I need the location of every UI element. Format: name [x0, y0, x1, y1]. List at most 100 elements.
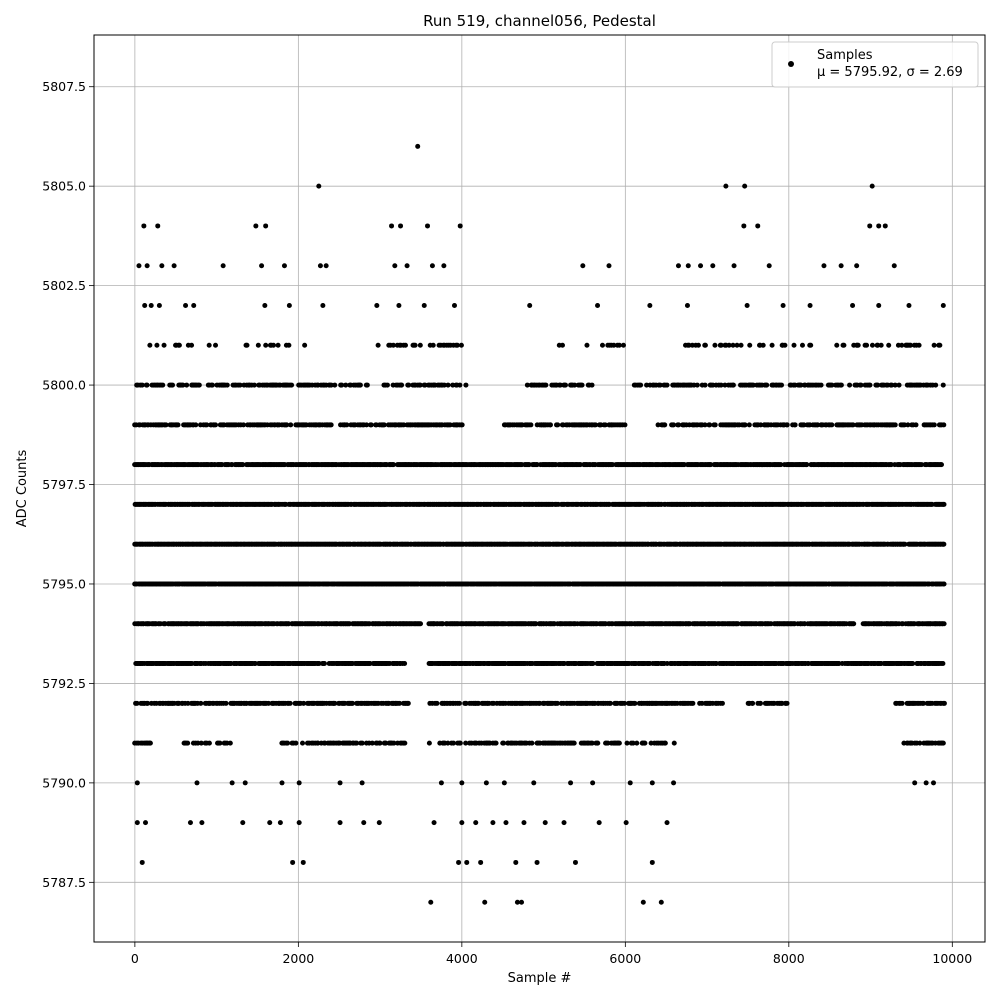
data-point [760, 342, 766, 348]
data-point [671, 422, 677, 428]
data-point [702, 422, 708, 428]
data-point [730, 342, 736, 348]
data-point [886, 342, 892, 348]
data-point [829, 422, 835, 428]
data-point [193, 422, 199, 428]
data-point [206, 342, 212, 348]
data-point [791, 342, 797, 348]
data-points [132, 143, 947, 905]
data-point [458, 342, 464, 348]
data-point [459, 422, 465, 428]
data-point [339, 382, 345, 388]
data-point [175, 422, 181, 428]
data-point [734, 342, 740, 348]
data-point [154, 342, 160, 348]
data-point [402, 661, 408, 667]
data-point [213, 422, 219, 428]
data-point [375, 342, 381, 348]
data-point [288, 422, 294, 428]
data-point [702, 342, 708, 348]
data-point [589, 382, 595, 388]
data-point [834, 342, 840, 348]
data-point [779, 382, 785, 388]
data-point [364, 382, 370, 388]
data-point [445, 382, 451, 388]
data-point [364, 422, 370, 428]
chart-title: Run 519, channel056, Pedestal [423, 12, 656, 30]
data-point [855, 342, 861, 348]
data-point [611, 342, 617, 348]
data-point [738, 342, 744, 348]
data-point [747, 342, 753, 348]
data-point [905, 422, 911, 428]
data-point [657, 382, 663, 388]
data-point [543, 382, 549, 388]
data-point [328, 382, 334, 388]
data-point [240, 462, 246, 468]
data-point [441, 382, 447, 388]
data-point [284, 422, 290, 428]
data-point [902, 541, 908, 547]
data-point [328, 422, 334, 428]
data-point [275, 342, 281, 348]
data-point [867, 382, 873, 388]
data-point [381, 422, 387, 428]
data-point [599, 342, 605, 348]
data-point [722, 382, 728, 388]
data-point [778, 462, 784, 468]
data-point [196, 382, 202, 388]
data-point [579, 382, 585, 388]
data-point [804, 462, 810, 468]
data-point [730, 382, 736, 388]
data-point [908, 342, 914, 348]
data-point [664, 382, 670, 388]
data-point [875, 382, 881, 388]
data-point [224, 382, 230, 388]
data-point [524, 382, 530, 388]
data-point [144, 382, 150, 388]
data-point [792, 422, 798, 428]
data-point [864, 342, 870, 348]
data-point [213, 342, 219, 348]
data-point [850, 422, 856, 428]
data-point [139, 382, 145, 388]
data-point [718, 382, 724, 388]
data-point [343, 382, 349, 388]
data-point [638, 382, 644, 388]
data-point [209, 382, 215, 388]
data-point [321, 661, 327, 667]
data-point [892, 382, 898, 388]
data-point [841, 342, 847, 348]
data-point [547, 422, 553, 428]
data-point [764, 382, 770, 388]
data-point [798, 382, 804, 388]
data-point [941, 621, 947, 627]
data-point [746, 422, 752, 428]
data-point [742, 422, 748, 428]
data-point [769, 342, 775, 348]
data-point [463, 382, 469, 388]
data-point [622, 422, 628, 428]
data-point [931, 422, 937, 428]
data-point [237, 382, 243, 388]
data-point [189, 342, 195, 348]
data-point [163, 422, 169, 428]
data-point [616, 342, 622, 348]
data-point [244, 342, 250, 348]
data-point [620, 342, 626, 348]
data-point [255, 342, 261, 348]
data-point [784, 422, 790, 428]
data-point [161, 342, 167, 348]
data-point [412, 342, 418, 348]
data-point [707, 422, 713, 428]
data-point [712, 342, 718, 348]
data-point [712, 422, 718, 428]
data-point [896, 382, 902, 388]
data-point [593, 422, 599, 428]
data-point [799, 342, 805, 348]
data-point [454, 342, 460, 348]
data-point [899, 342, 905, 348]
data-point [726, 342, 732, 348]
data-point [847, 382, 853, 388]
data-point [384, 382, 390, 388]
